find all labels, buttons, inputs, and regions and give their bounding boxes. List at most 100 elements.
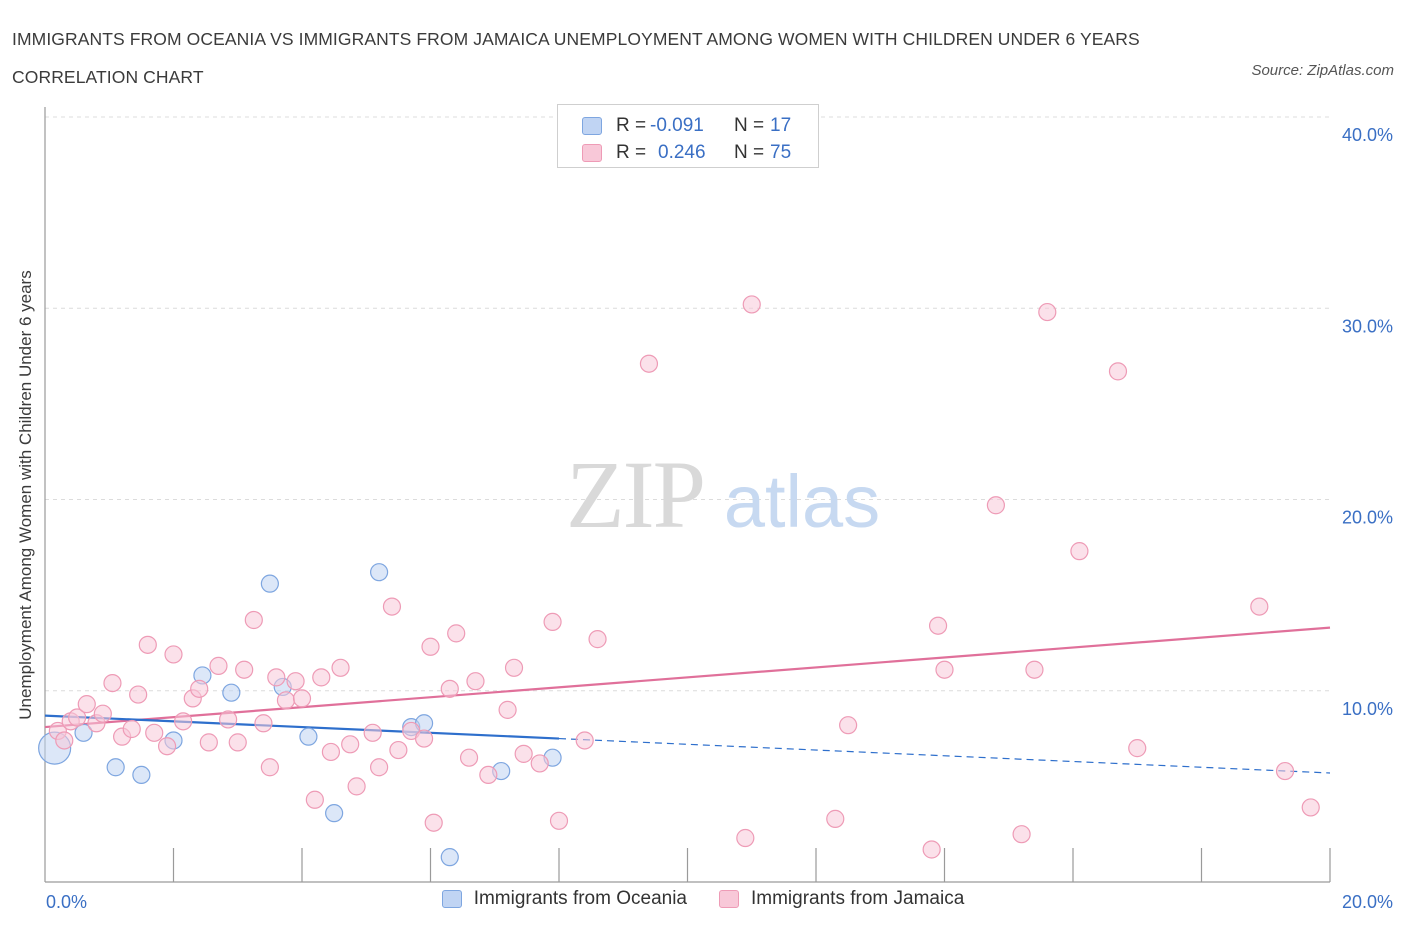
- point-jamaica: [164, 645, 183, 664]
- point-jamaica: [742, 295, 761, 314]
- x-tick-label-end: 20.0%: [1342, 892, 1393, 912]
- point-oceania: [260, 574, 279, 593]
- axes: [44, 107, 1331, 883]
- point-jamaica: [209, 656, 228, 675]
- point-jamaica: [103, 673, 122, 693]
- stats-row-jamaica: R = 0.246 N = 75: [582, 141, 791, 165]
- legend-label: Immigrants from Jamaica: [751, 888, 965, 909]
- legend-item-oceania[interactable]: Immigrants from Oceania: [441, 888, 687, 910]
- n-label: N =: [734, 115, 765, 136]
- legend-item-jamaica[interactable]: Immigrants from Jamaica: [719, 888, 964, 910]
- trend-line-oceania: [44, 714, 560, 740]
- point-jamaica: [935, 660, 954, 679]
- point-jamaica: [157, 737, 177, 756]
- point-jamaica: [228, 733, 247, 752]
- r-value: 0.246: [658, 142, 706, 163]
- y-tick-label: 40.0%: [1342, 125, 1393, 145]
- stats-legend: R = -0.091 N = 17 R = 0.246 N = 75: [557, 104, 819, 168]
- point-jamaica: [145, 723, 164, 742]
- point-jamaica: [1038, 302, 1057, 322]
- point-jamaica: [639, 354, 659, 373]
- point-jamaica: [826, 809, 845, 828]
- point-jamaica: [93, 704, 112, 723]
- point-jamaica: [440, 679, 459, 698]
- point-jamaica: [459, 748, 479, 767]
- point-jamaica: [331, 658, 350, 677]
- point-jamaica: [219, 710, 238, 729]
- point-jamaica: [530, 754, 549, 773]
- point-jamaica: [305, 790, 324, 809]
- y-axis-label: Unemployment Among Women with Children U…: [16, 270, 35, 720]
- point-jamaica: [1250, 597, 1269, 616]
- jamaica-swatch: [582, 144, 602, 162]
- point-jamaica: [347, 777, 366, 796]
- point-oceania: [440, 848, 459, 867]
- point-jamaica: [286, 672, 305, 691]
- point-jamaica: [514, 744, 533, 763]
- point-jamaica: [543, 612, 562, 632]
- point-jamaica: [1128, 739, 1147, 758]
- trend-lines: [44, 626, 1331, 774]
- point-jamaica: [986, 496, 1006, 515]
- point-jamaica: [549, 811, 569, 830]
- r-label: R =: [616, 115, 647, 136]
- trend-line-jamaica: [44, 626, 1331, 729]
- point-jamaica: [122, 719, 141, 739]
- point-jamaica: [244, 610, 263, 630]
- r-value: -0.091: [650, 115, 704, 136]
- point-jamaica: [254, 714, 273, 733]
- point-jamaica: [928, 616, 948, 635]
- point-jamaica: [68, 708, 87, 727]
- watermark-atlas: atlas: [724, 460, 880, 543]
- point-jamaica: [504, 658, 524, 677]
- point-jamaica: [1070, 542, 1089, 561]
- point-jamaica: [389, 740, 408, 760]
- point-jamaica: [260, 758, 279, 777]
- series-legend: Immigrants from Oceania Immigrants from …: [0, 888, 1406, 910]
- point-jamaica: [174, 712, 193, 731]
- y-tick-label: 10.0%: [1342, 699, 1393, 719]
- point-jamaica: [341, 735, 360, 754]
- point-jamaica: [1108, 362, 1128, 381]
- point-jamaica: [267, 668, 286, 687]
- point-oceania: [132, 765, 151, 785]
- tick-labels: 10.0% 20.0% 30.0% 40.0% 0.0% 20.0%: [46, 125, 1393, 912]
- point-jamaica: [370, 758, 389, 777]
- point-jamaica: [138, 635, 157, 654]
- data-points: [38, 295, 1320, 867]
- y-tick-label: 30.0%: [1342, 316, 1393, 336]
- point-jamaica: [190, 679, 209, 698]
- point-jamaica: [466, 672, 485, 691]
- point-jamaica: [1301, 798, 1320, 817]
- chart-title: IMMIGRANTS FROM OCEANIA VS IMMIGRANTS FR…: [12, 29, 1140, 87]
- point-jamaica: [199, 733, 218, 752]
- point-oceania: [74, 723, 93, 742]
- point-jamaica: [129, 685, 148, 704]
- n-value: 75: [770, 142, 792, 163]
- legend-label: Immigrants from Oceania: [473, 888, 687, 909]
- point-jamaica: [292, 689, 312, 708]
- point-jamaica: [498, 700, 517, 719]
- point-jamaica: [414, 729, 434, 748]
- x-tick-label-start: 0.0%: [46, 892, 87, 912]
- point-oceania: [222, 683, 241, 702]
- point-jamaica: [479, 765, 498, 785]
- point-jamaica: [276, 691, 296, 710]
- r-label: R =: [616, 142, 647, 163]
- trend-line-oceania-extension: [558, 737, 1331, 774]
- point-jamaica: [1012, 825, 1031, 844]
- point-jamaica: [55, 731, 74, 750]
- point-jamaica: [588, 630, 607, 649]
- point-jamaica: [312, 668, 331, 687]
- n-label: N =: [734, 142, 765, 163]
- jamaica-swatch: [719, 890, 739, 908]
- source-label: Source: ZipAtlas.com: [1251, 62, 1394, 79]
- watermark: ZIP atlas: [566, 441, 880, 548]
- stats-row-oceania: R = -0.091 N = 17: [582, 114, 791, 138]
- point-jamaica: [575, 731, 594, 750]
- y-tick-label: 20.0%: [1342, 508, 1393, 528]
- point-jamaica: [922, 840, 941, 859]
- point-oceania: [325, 804, 344, 823]
- point-oceania: [299, 727, 318, 746]
